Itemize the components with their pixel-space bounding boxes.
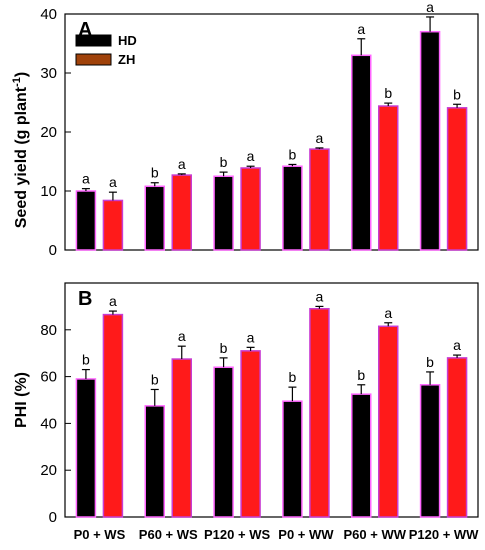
bar-hd	[213, 366, 234, 518]
significance-label: a	[316, 130, 324, 146]
significance-label: b	[151, 165, 159, 181]
bar-hd	[351, 54, 372, 251]
bar-zh	[309, 307, 330, 518]
bar-hd	[144, 405, 165, 518]
x-tick-label: P60 + WW	[344, 527, 407, 542]
x-tick-label: P0 + WS	[74, 527, 126, 542]
bar-zh	[240, 167, 261, 251]
significance-label: b	[220, 154, 228, 170]
y-axis-label-main: Seed yield (g plant	[13, 86, 30, 228]
y-axis-label-sup: -1	[11, 77, 23, 87]
y-tick-label: 80	[40, 322, 57, 339]
y-tick-label: 20	[40, 462, 57, 479]
bar-zh	[171, 174, 192, 251]
significance-label: b	[289, 369, 297, 385]
significance-label: a	[247, 329, 255, 345]
y-axis-label-tail: )	[13, 72, 30, 77]
significance-label: b	[384, 85, 392, 101]
significance-label: a	[247, 148, 255, 164]
panel-b: 0 20 40 60 80 PHI (%) Bb a P0 + WS b a P60 + WS b a P1…	[13, 282, 479, 542]
y-tick-label: 60	[40, 369, 57, 386]
plot-frame	[64, 282, 479, 518]
significance-label: b	[220, 340, 228, 356]
bar-zh	[446, 357, 468, 518]
bar-zh	[378, 325, 399, 518]
y-tick-label: 40	[40, 415, 57, 432]
significance-label: a	[384, 305, 392, 321]
significance-label: b	[357, 367, 365, 383]
significance-label: a	[178, 156, 186, 172]
bar-hd	[213, 175, 234, 251]
panel-letter: B	[78, 288, 92, 310]
significance-label: a	[109, 174, 117, 190]
bar-hd	[419, 384, 441, 518]
significance-label: a	[178, 328, 186, 344]
bar-hd	[75, 378, 97, 518]
bar-hd	[282, 400, 303, 518]
y-axis-label: PHI (%)	[13, 372, 30, 428]
significance-label: b	[151, 371, 159, 387]
legend-swatch-zh	[75, 53, 112, 66]
bar-hd	[282, 165, 303, 251]
bar-zh	[102, 199, 124, 251]
y-tick-label: 20	[40, 124, 57, 141]
x-tick-label: P120 + WS	[204, 527, 270, 542]
x-tick-label: P0 + WW	[278, 527, 334, 542]
y-tick-label: 10	[40, 183, 57, 200]
significance-label: b	[453, 86, 461, 102]
x-tick-label: P120 + WW	[409, 527, 479, 542]
significance-label: a	[426, 0, 434, 15]
bar-hd	[419, 30, 441, 251]
y-axis-label: Seed yield (g plant-1)	[11, 72, 30, 228]
significance-label: a	[316, 288, 324, 304]
bar-hd	[75, 190, 97, 251]
y-tick-label: 30	[40, 65, 57, 82]
x-tick-label: P60 + WS	[139, 527, 198, 542]
bar-zh	[240, 350, 261, 518]
legend-swatch-hd	[75, 34, 112, 47]
bar-zh	[102, 313, 124, 518]
bar-zh	[309, 148, 330, 251]
significance-label: b	[289, 146, 297, 162]
significance-label: a	[109, 293, 117, 309]
bar-hd	[351, 393, 372, 518]
plot-frame	[64, 13, 479, 251]
significance-label: a	[453, 337, 461, 353]
legend-label: HD	[118, 33, 137, 48]
bar-zh	[446, 107, 468, 251]
significance-label: a	[82, 171, 90, 187]
y-tick-label: 0	[49, 242, 57, 259]
significance-label: a	[357, 21, 365, 37]
significance-label: b	[82, 352, 90, 368]
legend-label: ZH	[118, 52, 135, 67]
significance-label: b	[426, 354, 434, 370]
y-tick-label: 40	[40, 6, 57, 23]
bar-hd	[144, 185, 165, 251]
y-tick-label: 0	[49, 509, 57, 526]
y-axis-label-main: PHI (%)	[13, 372, 30, 428]
bar-zh	[171, 358, 192, 518]
bar-zh	[378, 105, 399, 251]
